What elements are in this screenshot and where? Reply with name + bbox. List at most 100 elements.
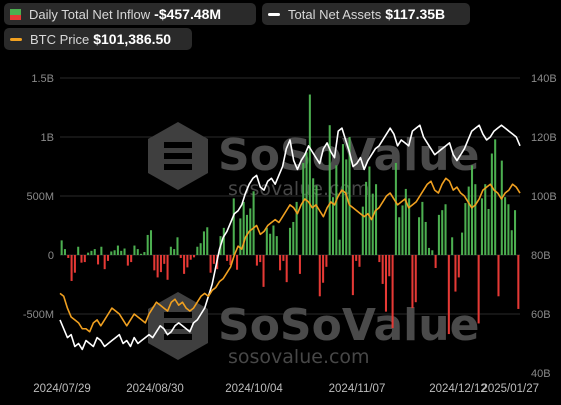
right-tick-label: 140B [531, 73, 557, 85]
inflow-bar [414, 255, 417, 303]
inflow-bar [222, 227, 225, 255]
inflow-bar [209, 255, 212, 273]
inflow-bar [249, 208, 252, 255]
inflow-bar [229, 255, 232, 266]
inflow-bar [87, 252, 90, 255]
inflow-bar [351, 255, 354, 296]
inflow-bar [120, 250, 123, 255]
inflow-bar [441, 210, 444, 255]
inflow-bar [176, 237, 179, 255]
inflow-bar [427, 247, 431, 255]
inflow-bar [110, 251, 113, 255]
inflow-bar [507, 204, 510, 255]
inflow-bar [421, 201, 424, 255]
inflow-bar [510, 230, 513, 255]
right-tick-label: 100B [531, 191, 557, 203]
inflow-bar [318, 255, 321, 297]
inflow-bar [166, 255, 169, 280]
inflow-bar [153, 255, 156, 271]
inflow-bar [232, 198, 235, 255]
inflow-bar [279, 255, 282, 271]
inflow-bar [384, 255, 387, 312]
watermark: SoSoValue sosovalue.com SoSoValue sosova… [148, 122, 479, 368]
inflow-bar [146, 234, 149, 255]
inflow-bar [424, 221, 427, 255]
inflow-bar [322, 255, 325, 283]
right-axis: 140B 120B 100B 80B 60B 40B [531, 73, 557, 380]
x-tick-label: 2024/07/29 [33, 383, 91, 395]
assets-swatch-icon [268, 12, 280, 16]
inflow-bar [325, 255, 328, 267]
inflow-bar [312, 178, 315, 255]
inflow-bar [259, 255, 262, 263]
inflow-bar [275, 236, 278, 255]
inflow-bar [368, 166, 371, 255]
inflow-bar [269, 233, 272, 255]
inflow-bar [378, 255, 381, 263]
inflow-bar [212, 255, 215, 264]
inflow-bar [163, 255, 166, 264]
legend-assets[interactable]: Total Net Assets $117.35B [262, 3, 470, 25]
inflow-bar [77, 246, 80, 255]
inflow-bar [454, 255, 457, 292]
right-tick-label: 60B [531, 309, 551, 321]
right-tick-label: 80B [531, 250, 551, 262]
x-tick-label: 2024/12/12 [429, 383, 487, 395]
legend-inflow[interactable]: Daily Total Net Inflow -$457.48M [4, 3, 256, 25]
legend-btc-value: $101,386.50 [93, 31, 172, 47]
inflow-bar [302, 162, 305, 255]
left-tick-label: 1B [41, 132, 54, 144]
inflow-bar [106, 255, 110, 261]
inflow-swatch-icon [10, 8, 21, 20]
inflow-bar [140, 253, 143, 255]
inflow-bar [308, 94, 311, 256]
x-tick-label: 2024/10/04 [225, 383, 283, 395]
inflow-bar [97, 255, 100, 265]
legend-assets-label: Total Net Assets [288, 6, 382, 22]
inflow-bar [93, 249, 96, 255]
inflow-bar [355, 255, 358, 261]
inflow-bar [202, 231, 205, 255]
inflow-bar [173, 249, 176, 255]
left-tick-label: 1.5B [31, 73, 54, 85]
inflow-bar [371, 193, 374, 255]
inflow-bar [143, 252, 146, 255]
right-tick-label: 40B [531, 368, 551, 380]
inflow-bar [67, 255, 70, 258]
inflow-bar [398, 217, 401, 255]
x-tick-label: 2024/11/07 [329, 383, 386, 395]
inflow-bar [341, 144, 344, 255]
inflow-bar [487, 208, 490, 255]
left-tick-label: 0 [48, 250, 54, 262]
inflow-bar [288, 227, 292, 255]
inflow-bar [242, 201, 245, 255]
inflow-bar [70, 255, 73, 281]
inflow-bar [411, 255, 414, 309]
x-axis: 2024/07/29 2024/08/30 2024/10/04 2024/11/07… [33, 383, 539, 395]
total-net-assets-line [59, 124, 521, 351]
inflow-bar [391, 255, 394, 329]
watermark-brand-2: SoSoValue [218, 300, 479, 351]
inflow-bar [179, 255, 182, 258]
inflow-bar [252, 191, 255, 255]
inflow-bar [470, 165, 474, 255]
inflow-bar [404, 188, 407, 255]
inflow-bar [265, 227, 268, 255]
left-axis: 1.5B 1B 500M 0 -500M [23, 73, 54, 321]
inflow-bar [90, 250, 93, 255]
inflow-bar [305, 152, 308, 255]
inflow-bar [169, 246, 172, 255]
inflow-bar [394, 162, 397, 255]
watermark-site-2: sosovalue.com [228, 346, 370, 368]
inflow-bar [328, 125, 331, 255]
legend-btc[interactable]: BTC Price $101,386.50 [4, 28, 192, 50]
inflow-bar [285, 255, 288, 283]
inflow-bar [477, 255, 480, 324]
inflow-bar [156, 255, 159, 278]
inflow-bar [408, 198, 411, 255]
inflow-bar [497, 255, 500, 297]
inflow-bar [255, 255, 258, 266]
btc-price-line [59, 177, 521, 333]
inflow-bar [461, 232, 464, 255]
inflow-bar [484, 184, 487, 255]
